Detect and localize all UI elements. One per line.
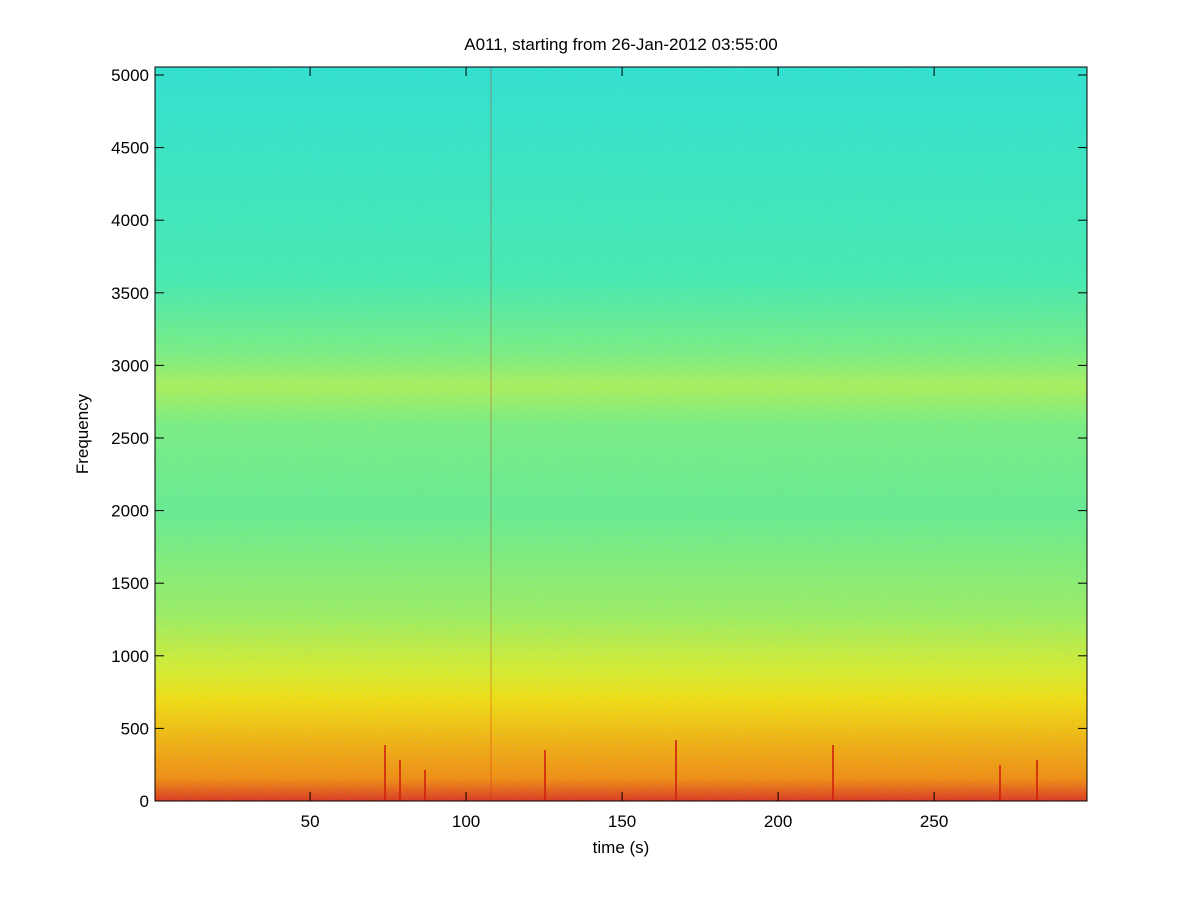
y-axis-label: Frequency	[73, 393, 92, 474]
y-tick-label: 500	[121, 719, 149, 738]
x-tick-label: 150	[608, 812, 636, 831]
y-tick-label: 1500	[111, 574, 149, 593]
x-tick-label: 50	[301, 812, 320, 831]
y-tick-label: 1000	[111, 647, 149, 666]
y-tick-label: 5000	[111, 66, 149, 85]
y-tick-label: 3500	[111, 284, 149, 303]
x-tick-label: 100	[452, 812, 480, 831]
y-tick-label: 3000	[111, 356, 149, 375]
x-tick-label: 200	[764, 812, 792, 831]
axes-box	[154, 66, 1088, 802]
chart-title: A011, starting from 26-Jan-2012 03:55:00	[464, 35, 777, 54]
low-frequency-bursts	[384, 67, 1038, 801]
x-tick-label: 250	[920, 812, 948, 831]
y-tick-label: 2500	[111, 429, 149, 448]
x-axis-label: time (s)	[593, 838, 650, 857]
spectrogram-texture	[155, 67, 1087, 801]
plot-area	[154, 66, 1088, 802]
y-tick-label: 2000	[111, 502, 149, 521]
y-tick-label: 4000	[111, 211, 149, 230]
y-tick-label: 4500	[111, 139, 149, 158]
y-tick-label: 0	[140, 792, 149, 811]
